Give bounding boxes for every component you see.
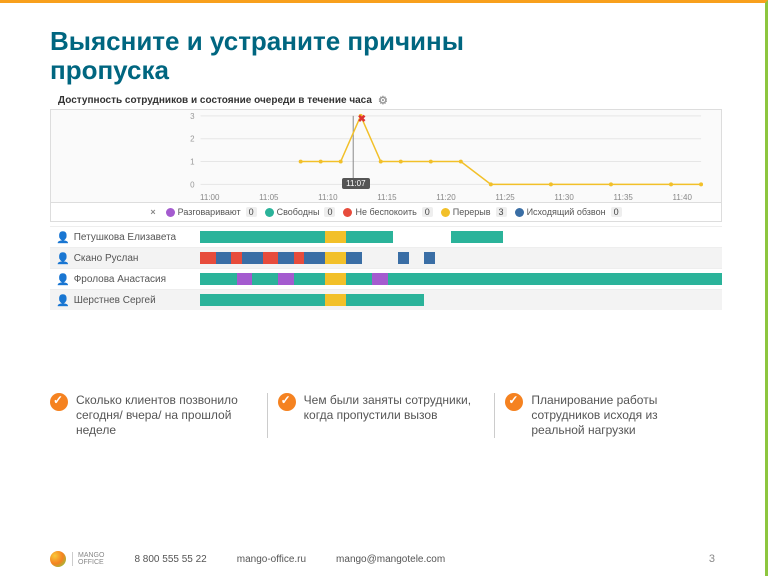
slide-title: Выясните и устраните причины пропуска [50,27,464,84]
logo-icon [50,551,66,567]
check-icon [505,393,523,411]
legend-item[interactable]: Не беспокоить0 [343,207,432,217]
chart-svg: 0 1 2 3 [51,110,721,202]
bullet-item: Планирование работы сотрудников исходя и… [494,393,722,438]
dashboard-header: Доступность сотрудников и состояние очер… [50,91,722,109]
staff-timeline: 👤 Петушкова Елизавета 👤 Скано Руслан 👤 Фролов… [50,226,722,310]
footer-phone: 8 800 555 55 22 [134,554,206,565]
legend-item[interactable]: Исходящий обзвон0 [515,207,622,217]
check-icon [50,393,68,411]
bullet-text: Планирование работы сотрудников исходя и… [531,393,712,438]
person-icon: 👤 [56,294,70,307]
legend-item[interactable]: Свободны0 [265,207,336,217]
staff-row: 👤 Скано Руслан [50,247,722,268]
dashboard-panel: Доступность сотрудников и состояние очер… [50,91,722,310]
logo-text: MANGOOFFICE [72,552,104,566]
staff-name-label: Фролова Анастасия [74,274,166,285]
svg-text:2: 2 [190,135,194,144]
staff-timeline-bar [200,294,722,306]
svg-text:1: 1 [190,158,194,167]
bullet-text: Сколько клиентов позвонило сегодня/ вчер… [76,393,257,438]
legend-item[interactable]: Разговаривают0 [166,207,257,217]
chart-x-axis: 11:0011:0511:1011:1511:2011:2511:3011:35… [50,193,722,202]
staff-name-label: Шерстнев Сергей [74,295,156,306]
bullet-text: Чем были заняты сотрудники, когда пропус… [304,393,485,438]
staff-row: 👤 Петушкова Елизавета [50,226,722,247]
staff-name-label: Скано Руслан [74,253,139,264]
staff-timeline-bar [200,231,722,243]
status-legend: × Разговаривают0 Свободны0 Не беспокоить0 П… [50,202,722,222]
person-icon: 👤 [56,231,70,244]
brand-logo: MANGOOFFICE [50,551,104,567]
title-line1: Выясните и устраните причины [50,26,464,56]
staff-row: 👤 Шерстнев Сергей [50,289,722,310]
close-icon[interactable]: × [150,207,155,217]
bullet-item: Чем были заняты сотрудники, когда пропус… [267,393,495,438]
page-number: 3 [709,553,715,565]
person-icon: 👤 [56,252,70,265]
svg-text:3: 3 [190,112,195,121]
bullet-item: Сколько клиентов позвонило сегодня/ вчер… [50,393,267,438]
title-line2: пропуска [50,55,169,85]
dashboard-title: Доступность сотрудников и состояние очер… [58,95,372,106]
staff-timeline-bar [200,252,722,264]
event-marker-icon: ✖ [358,114,366,125]
feature-bullets: Сколько клиентов позвонило сегодня/ вчер… [50,393,722,438]
legend-item[interactable]: Перерыв3 [441,207,507,217]
footer-email: mango@mangotele.com [336,554,445,565]
staff-row: 👤 Фролова Анастасия [50,268,722,289]
staff-name-label: Петушкова Елизавета [74,232,176,243]
person-icon: 👤 [56,273,70,286]
svg-text:0: 0 [190,180,195,189]
slide-footer: MANGOOFFICE 8 800 555 55 22 mango-office… [0,542,765,576]
time-marker-badge: 11:07 [342,178,369,189]
check-icon [278,393,296,411]
staff-timeline-bar [200,273,722,285]
gear-icon[interactable]: ⚙ [378,94,388,107]
queue-chart: 0 1 2 3 ✖ 11:07 [50,109,722,203]
footer-site: mango-office.ru [237,554,306,565]
